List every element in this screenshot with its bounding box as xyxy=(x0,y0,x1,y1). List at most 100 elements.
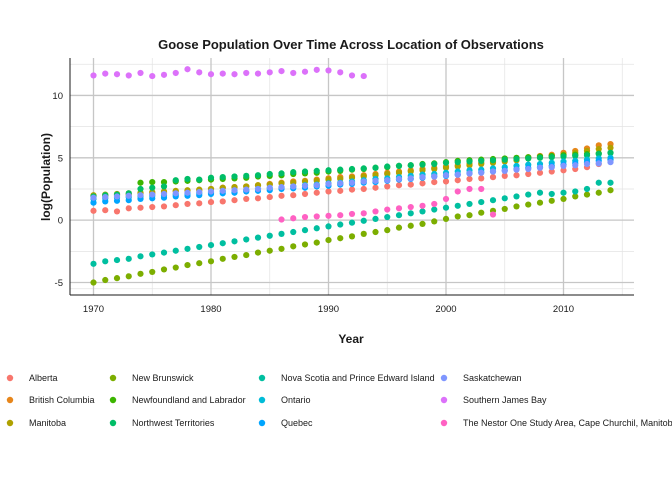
data-point xyxy=(290,192,297,199)
data-point xyxy=(442,172,450,179)
data-point xyxy=(442,215,450,223)
legend-label: Manitoba xyxy=(29,418,66,428)
data-point xyxy=(313,225,320,232)
data-point xyxy=(360,72,367,80)
legend-key xyxy=(258,396,266,404)
data-point xyxy=(407,210,414,217)
data-point xyxy=(301,68,309,75)
data-point xyxy=(348,165,356,173)
data-point xyxy=(207,188,215,195)
data-point xyxy=(149,203,156,211)
data-point xyxy=(478,169,485,176)
data-point xyxy=(137,204,144,211)
data-point xyxy=(419,174,426,181)
data-point xyxy=(466,158,473,165)
data-point xyxy=(360,230,367,237)
data-point xyxy=(395,162,403,169)
data-point xyxy=(266,232,273,239)
data-point xyxy=(384,206,391,213)
data-point xyxy=(572,162,579,169)
data-point xyxy=(184,200,191,208)
series-points xyxy=(90,66,367,80)
data-point xyxy=(501,156,508,163)
data-point xyxy=(419,208,426,215)
data-point xyxy=(525,165,532,173)
legend-key xyxy=(6,396,14,404)
data-point xyxy=(184,245,191,252)
data-point xyxy=(90,260,97,267)
data-point xyxy=(572,152,579,160)
data-point xyxy=(266,69,273,76)
legend-key xyxy=(6,374,14,382)
data-point xyxy=(290,215,297,222)
data-point xyxy=(478,157,485,165)
data-point xyxy=(125,255,132,262)
data-point xyxy=(102,70,109,77)
data-point xyxy=(278,230,285,237)
data-point xyxy=(149,179,156,186)
data-point xyxy=(184,66,191,73)
data-point xyxy=(407,181,414,188)
data-point xyxy=(290,183,297,190)
data-point xyxy=(395,212,403,219)
legend-label: Nova Scotia and Prince Edward Island xyxy=(281,373,435,383)
data-point xyxy=(466,170,473,177)
data-point xyxy=(301,213,309,221)
data-point xyxy=(254,172,262,179)
data-point xyxy=(372,177,379,184)
data-point xyxy=(196,260,203,267)
data-point xyxy=(102,198,109,205)
data-point xyxy=(337,235,344,242)
data-point xyxy=(301,168,309,175)
data-point xyxy=(337,166,344,173)
data-point xyxy=(536,154,544,161)
data-point xyxy=(113,71,121,78)
data-point xyxy=(266,193,273,201)
data-point xyxy=(90,279,97,286)
data-points xyxy=(90,66,614,286)
legend-label: Alberta xyxy=(29,373,58,383)
data-point xyxy=(407,168,414,175)
data-point xyxy=(348,179,356,186)
legend-item: British Columbia xyxy=(6,395,95,405)
data-point xyxy=(595,150,602,158)
data-point xyxy=(560,189,567,196)
x-tick-label: 2010 xyxy=(553,304,574,315)
data-point xyxy=(113,197,121,204)
data-point xyxy=(219,255,226,262)
legend-item: Northwest Territories xyxy=(109,418,215,428)
data-point xyxy=(325,212,332,219)
data-point xyxy=(431,218,438,225)
data-point xyxy=(536,199,544,206)
data-point xyxy=(243,69,250,77)
y-tick-label: 5 xyxy=(58,153,63,164)
legend-key xyxy=(109,374,117,382)
data-point xyxy=(207,242,215,249)
data-point xyxy=(501,167,508,174)
data-point xyxy=(431,165,438,173)
legend-label: Northwest Territories xyxy=(132,418,215,428)
data-point xyxy=(219,187,226,194)
legend-key xyxy=(109,396,117,404)
data-point xyxy=(489,168,497,175)
data-point xyxy=(149,251,156,258)
data-point xyxy=(560,195,567,203)
data-point xyxy=(360,210,367,217)
data-point xyxy=(372,164,379,171)
x-tick-label: 1970 xyxy=(83,304,104,315)
data-point xyxy=(102,276,109,284)
x-tick-label: 2000 xyxy=(435,304,456,315)
data-point xyxy=(442,204,450,211)
data-point xyxy=(102,258,109,265)
data-point xyxy=(196,176,203,183)
data-point xyxy=(184,261,191,269)
data-point xyxy=(525,191,532,198)
series-points xyxy=(90,179,614,267)
data-point xyxy=(489,157,497,164)
data-point xyxy=(478,185,485,193)
data-point xyxy=(466,200,473,208)
data-point xyxy=(501,195,508,202)
data-point xyxy=(595,145,602,153)
data-point xyxy=(254,195,262,202)
